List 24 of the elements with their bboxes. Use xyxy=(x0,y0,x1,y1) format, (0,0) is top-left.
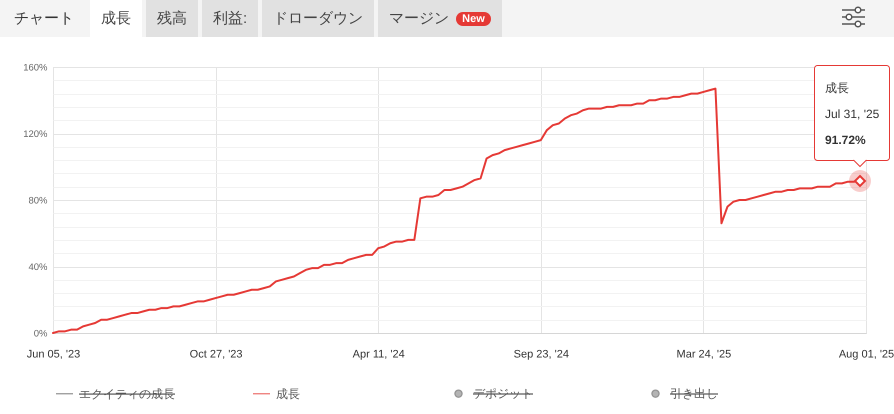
x-tick-label: Oct 27, '23 xyxy=(190,348,243,360)
annotation: 成長 Jul 31, '25 91.72% xyxy=(825,80,880,148)
y-tick-label: 160% xyxy=(23,62,48,74)
tab: マージン New xyxy=(378,0,502,37)
tab: 残高 xyxy=(146,0,198,37)
tab: 成長 xyxy=(90,0,142,37)
legend-label: エクイティの成長 xyxy=(79,386,175,401)
legend-label: デポジット xyxy=(473,386,533,401)
legend-label: 引き出し xyxy=(670,386,718,401)
tab: 利益: xyxy=(202,0,258,37)
x-tick-label: Mar 24, '25 xyxy=(676,348,732,360)
tooltip: 成長 Jul 31, '25 91.72% xyxy=(814,64,890,192)
x-tick-label: Sep 23, '24 xyxy=(514,348,569,360)
tab: ドローダウン xyxy=(262,0,374,37)
y-tick-label: 80% xyxy=(28,196,48,206)
badge: New xyxy=(456,12,491,26)
y-tick-label: 120% xyxy=(23,129,48,140)
y-tick-label: 0% xyxy=(34,328,48,340)
x-tick-label: Aug 01, '25 xyxy=(838,348,894,360)
y-tick-label: 40% xyxy=(28,262,48,273)
chart-title: チャート xyxy=(13,9,75,29)
x-tick-label: Apr 11, '24 xyxy=(352,348,405,360)
legend-label: 成長 xyxy=(276,386,300,401)
x-tick-label: Jun 05, '23 xyxy=(26,348,80,360)
